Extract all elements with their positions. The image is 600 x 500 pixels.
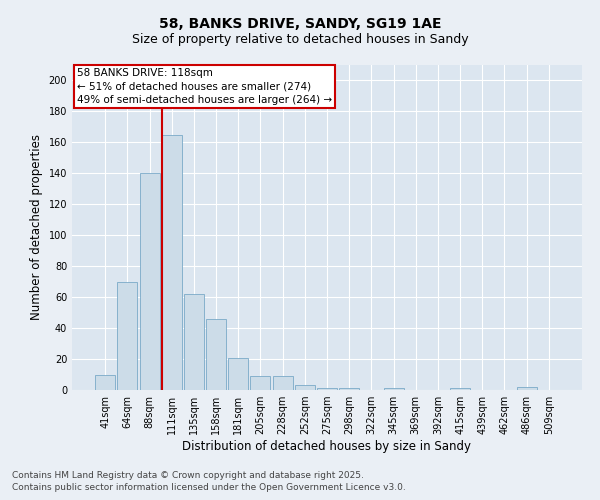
Bar (184, 294, 204, 390)
Bar (317, 388, 337, 390)
Bar (295, 386, 315, 390)
Bar (228, 358, 248, 390)
Bar (162, 134, 182, 390)
Text: 58 BANKS DRIVE: 118sqm
← 51% of detached houses are smaller (274)
49% of semi-de: 58 BANKS DRIVE: 118sqm ← 51% of detached… (77, 68, 332, 104)
Bar (339, 388, 359, 390)
Bar (272, 376, 293, 390)
Text: 58, BANKS DRIVE, SANDY, SG19 1AE: 58, BANKS DRIVE, SANDY, SG19 1AE (159, 18, 441, 32)
Bar (140, 174, 160, 390)
Bar (450, 388, 470, 390)
Bar (250, 376, 271, 390)
Text: Contains public sector information licensed under the Open Government Licence v3: Contains public sector information licen… (12, 483, 406, 492)
Text: Contains HM Land Registry data © Crown copyright and database right 2025.: Contains HM Land Registry data © Crown c… (12, 470, 364, 480)
Y-axis label: Number of detached properties: Number of detached properties (30, 134, 43, 320)
Bar (383, 388, 404, 390)
X-axis label: Distribution of detached houses by size in Sandy: Distribution of detached houses by size … (182, 440, 472, 453)
Bar (517, 387, 536, 390)
Bar (206, 319, 226, 390)
Bar (95, 374, 115, 390)
Text: Size of property relative to detached houses in Sandy: Size of property relative to detached ho… (131, 32, 469, 46)
Bar (118, 282, 137, 390)
